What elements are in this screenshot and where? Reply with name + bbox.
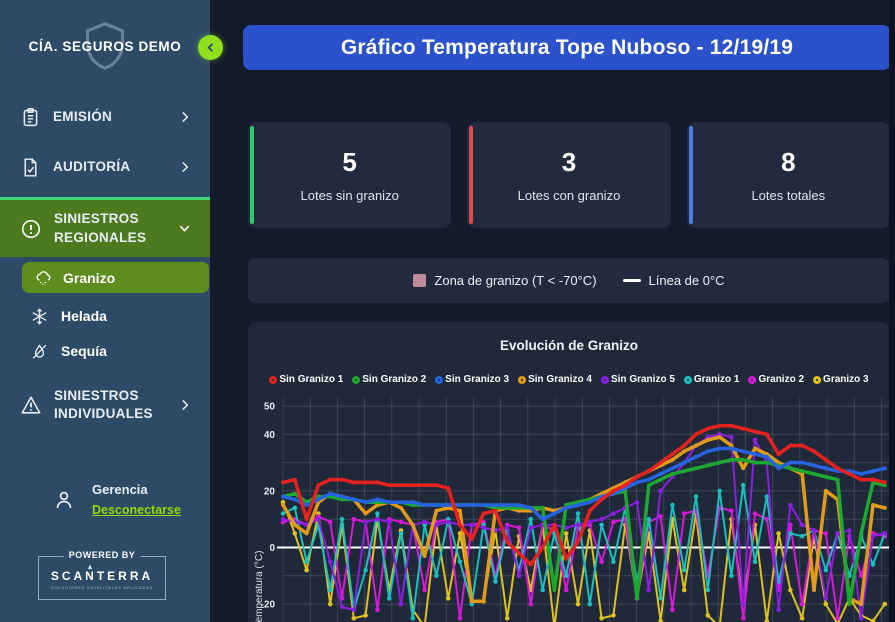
series-label: Granizo 1 xyxy=(693,374,740,385)
sidebar-item-label: EMISIÓN xyxy=(53,108,113,124)
main-content: Gráfico Temperatura Tope Nuboso - 12/19/… xyxy=(210,0,895,622)
series-ring-icon xyxy=(269,375,278,384)
card-accent xyxy=(250,126,254,224)
chart-legend-item[interactable]: Sin Granizo 3 xyxy=(435,374,509,385)
brand: CÍA. SEGUROS DEMO xyxy=(0,16,210,76)
sidebar-subitem-label: Granizo xyxy=(63,269,116,286)
stat-card-lotes-sin-granizo: 5 Lotes sin granizo xyxy=(248,122,452,228)
sidebar-subitem-helada[interactable]: Helada xyxy=(30,300,200,332)
series-ring-icon xyxy=(683,375,692,384)
stat-value: 5 xyxy=(342,147,357,177)
stat-label: Lotes totales xyxy=(751,188,826,203)
svg-text:50: 50 xyxy=(264,402,276,413)
zero-line-swatch-icon xyxy=(622,279,641,282)
chart-title: Evolución de Granizo xyxy=(499,338,639,353)
sidebar-item-emision[interactable]: EMISIÓN xyxy=(0,98,210,136)
series-ring-icon xyxy=(435,375,444,384)
chart-legend-item[interactable]: Granizo 1 xyxy=(683,374,740,385)
chevron-right-icon xyxy=(182,400,189,410)
scanterra-tagline: SOLUCIONES SATELITALES APLICADAS xyxy=(50,585,154,590)
stat-card-lotes-con-granizo: 3 Lotes con granizo xyxy=(467,122,671,228)
chart-legend-item[interactable]: Sin Granizo 1 xyxy=(269,374,343,385)
series-label: Granizo 3 xyxy=(823,374,869,385)
collapse-sidebar-button[interactable] xyxy=(198,35,223,60)
sidebar-subitem-granizo[interactable]: Granizo xyxy=(22,262,209,293)
stats-row: 5 Lotes sin granizo 3 Lotes con granizo … xyxy=(248,122,890,228)
stat-value: 8 xyxy=(781,147,796,177)
series-label: Sin Granizo 4 xyxy=(528,374,592,385)
sidebar-subitem-label: Helada xyxy=(61,308,107,324)
stat-label: Lotes sin granizo xyxy=(300,188,399,203)
chevron-left-icon xyxy=(207,43,213,52)
user-block: Gerencia Desconectarse xyxy=(52,482,181,517)
chart-legend-item[interactable]: Sin Granizo 5 xyxy=(600,374,675,385)
sidebar-item-siniestros-regionales[interactable]: SINIESTROS REGIONALES xyxy=(0,197,210,257)
hail-zone-label: Zona de granizo (T < -70°C) xyxy=(434,273,597,288)
chevron-right-icon xyxy=(182,162,189,172)
right-gutter xyxy=(889,0,895,622)
scanterra-brand: ▴ SCANTERRA xyxy=(50,562,154,583)
scanterra-logo: POWERED BY ▴ SCANTERRA SOLUCIONES SATELIT… xyxy=(38,550,166,600)
series-label: Sin Granizo 1 xyxy=(279,374,344,385)
sidebar-item-label: AUDITORÍA xyxy=(53,158,131,174)
warning-triangle-icon xyxy=(21,396,41,414)
sidebar-subitem-sequia[interactable]: Sequía xyxy=(30,335,200,367)
svg-text:20: 20 xyxy=(264,486,276,497)
sidebar-item-auditoria[interactable]: AUDITORÍA xyxy=(0,148,210,186)
chart-legend-item[interactable]: Sin Granizo 2 xyxy=(352,374,426,385)
page-header: Gráfico Temperatura Tope Nuboso - 12/19/… xyxy=(243,25,891,70)
hail-zone-swatch-icon xyxy=(413,274,427,287)
map-legend-bar: Zona de granizo (T < -70°C) Línea de 0°C xyxy=(248,258,890,303)
chart-card: Evolución de Granizo Sin Granizo 1 Sin Gr… xyxy=(248,322,890,622)
series-label: Sin Granizo 5 xyxy=(610,374,675,385)
zero-line-label: Línea de 0°C xyxy=(648,273,725,288)
chevron-right-icon xyxy=(182,112,189,122)
scanterra-mark-icon: ▴ xyxy=(88,562,93,571)
series-ring-icon xyxy=(813,375,822,384)
hail-cloud-icon xyxy=(36,271,51,285)
sidebar-item-siniestros-individuales[interactable]: SINIESTROS INDIVIDUALES xyxy=(0,380,210,430)
sidebar-item-label: SINIESTROS REGIONALES xyxy=(54,211,147,245)
series-ring-icon xyxy=(600,375,609,384)
series-ring-icon xyxy=(748,375,757,384)
series-ring-icon xyxy=(518,375,527,384)
chart-legend-item[interactable]: Sin Granizo 4 xyxy=(518,374,592,385)
logout-link[interactable]: Desconectarse xyxy=(92,503,181,517)
series-label: Sin Granizo 2 xyxy=(362,374,427,385)
card-accent xyxy=(469,126,474,224)
zero-line-legend: Línea de 0°C xyxy=(622,273,725,288)
brand-text: CÍA. SEGUROS DEMO xyxy=(28,38,182,54)
card-accent xyxy=(688,126,693,224)
svg-text:0: 0 xyxy=(269,543,275,554)
series-label: Granizo 2 xyxy=(758,374,805,385)
powered-by-label: POWERED BY xyxy=(63,550,141,560)
svg-text:Temperatura (°C): Temperatura (°C) xyxy=(254,551,265,622)
svg-text:40: 40 xyxy=(264,430,276,441)
audit-file-icon xyxy=(24,157,37,177)
svg-text:-20: -20 xyxy=(261,600,276,611)
chart-legend-item[interactable]: Granizo 3 xyxy=(813,374,869,385)
chart-legend-item[interactable]: Granizo 2 xyxy=(748,374,804,385)
drought-icon xyxy=(32,343,47,359)
page-title: Gráfico Temperatura Tope Nuboso - 12/19/… xyxy=(340,35,794,59)
stat-value: 3 xyxy=(561,147,577,177)
stat-label: Lotes con granizo xyxy=(517,188,621,203)
chevron-down-icon xyxy=(179,225,190,232)
hail-zone-legend: Zona de granizo (T < -70°C) xyxy=(413,273,597,288)
chart-legend: Sin Granizo 1 Sin Granizo 2 Sin Granizo 3 S… xyxy=(248,374,890,385)
series-ring-icon xyxy=(352,375,361,384)
shield-icon xyxy=(85,22,125,70)
sidebar-subitem-label: Sequía xyxy=(61,343,107,359)
stat-card-lotes-totales: 8 Lotes totales xyxy=(686,122,890,228)
alert-circle-icon xyxy=(21,219,41,238)
sidebar-item-label: SINIESTROS INDIVIDUALES xyxy=(54,387,153,421)
clipboard-icon xyxy=(23,107,38,126)
sidebar: CÍA. SEGUROS DEMO EMISIÓN AUDITORÍA SINI… xyxy=(0,0,223,622)
user-role: Gerencia xyxy=(92,482,148,497)
series-label: Sin Granizo 3 xyxy=(445,374,510,385)
snowflake-icon xyxy=(32,308,47,324)
user-icon xyxy=(56,491,72,508)
